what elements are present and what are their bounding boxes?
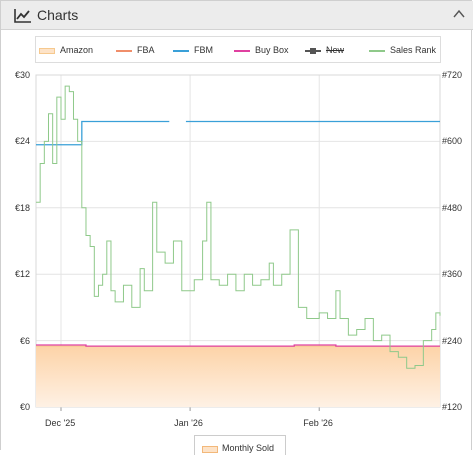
legend-item-sales-rank[interactable]: Sales Rank — [369, 44, 436, 56]
legend-swatch — [173, 49, 189, 52]
legend-swatch — [369, 49, 385, 52]
y-right-tick-label: #240 — [442, 335, 463, 346]
y-right-tick-label: #120 — [442, 402, 463, 412]
line-chart-icon — [14, 9, 31, 23]
y-left-tick-label: €18 — [14, 202, 30, 213]
legend-label: Buy Box — [255, 45, 289, 55]
chevron-up-icon[interactable] — [453, 9, 465, 19]
legend-item-fbm[interactable]: FBM — [173, 44, 213, 56]
legend-item-amazon[interactable]: Amazon — [39, 44, 93, 56]
y-left-tick-label: €24 — [14, 136, 30, 147]
buy-box-line — [36, 344, 440, 347]
legend-swatch — [39, 47, 55, 54]
y-left-tick-label: €30 — [14, 70, 30, 80]
legend-swatch — [116, 49, 132, 52]
amazon-area — [36, 346, 440, 407]
x-tick-label: Dec '25 — [44, 418, 76, 428]
fbm-line — [36, 120, 440, 146]
legend-label: New — [326, 45, 345, 55]
legend-label: FBM — [194, 45, 213, 55]
charts-panel-header[interactable]: Charts — [1, 1, 473, 30]
y-right-tick-label: #360 — [442, 269, 463, 280]
y-left-tick-label: €12 — [14, 269, 30, 280]
x-tick-label: Jan '26 — [174, 418, 203, 428]
x-tick-label: Feb '26 — [303, 418, 333, 428]
legend-box — [35, 36, 441, 63]
y-left-tick-label: €6 — [19, 335, 30, 346]
legend-swatch — [305, 47, 321, 55]
sales-rank-line — [36, 85, 441, 369]
legend-swatch — [234, 49, 250, 52]
legend-label: Sales Rank — [390, 45, 437, 55]
y-right-tick-label: #720 — [442, 70, 463, 80]
y-right-tick-label: #480 — [442, 202, 463, 213]
legend-label: FBA — [137, 45, 155, 55]
legend-item-buy-box[interactable]: Buy Box — [234, 44, 289, 56]
monthly-sold-legend[interactable]: Monthly Sold — [194, 435, 286, 455]
y-right-tick-label: #600 — [442, 136, 463, 147]
monthly-sold-label: Monthly Sold — [222, 443, 275, 453]
legend-item-new[interactable]: New — [305, 44, 344, 56]
y-left-tick-label: €0 — [19, 402, 30, 412]
panel-title: Charts — [37, 7, 79, 23]
legend-label: Amazon — [60, 45, 94, 55]
legend-item-fba[interactable]: FBA — [116, 44, 155, 56]
